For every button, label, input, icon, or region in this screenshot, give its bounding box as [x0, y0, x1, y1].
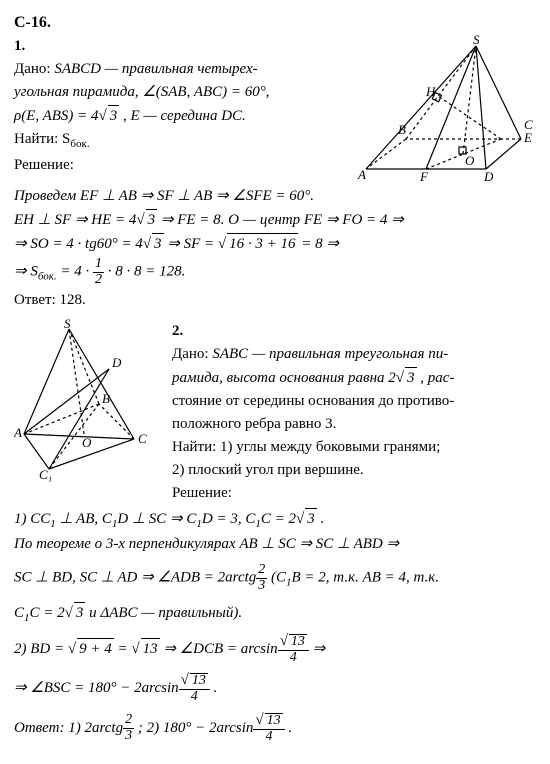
problem2-number: 2. [172, 323, 183, 339]
p1-sol-l1: Проведем EF ⊥ AB ⇒ SF ⊥ AB ⇒ ∠SFE = 60°. [14, 186, 536, 207]
p1-given-line3: ρ(E, ABS) = 4√3 , E — середина DC. [14, 105, 338, 127]
p2-find2: 2) плоский угол при вершине. [172, 460, 536, 481]
p1-sol-l4: ⇒ Sбок. = 4 · 12 · 8 · 8 = 128. [14, 257, 536, 287]
svg-text:A: A [14, 425, 22, 440]
section-header: С-16. [14, 12, 536, 34]
svg-text:A: A [357, 167, 366, 182]
p1-find: Найти: Sбок. [14, 129, 338, 152]
p2-find1: Найти: 1) углы между боковыми гранями; [172, 437, 536, 458]
svg-text:F: F [419, 169, 429, 184]
p2-given-l3: стояние от середины основания до противо… [172, 391, 536, 412]
p2-sol-l4: C1C = 2√3 и ΔABC — правильный). [14, 602, 536, 626]
svg-text:B: B [398, 122, 406, 137]
p2-given-l1: Дано: SABC — правильная треугольная пи- [172, 344, 536, 365]
svg-text:S: S [64, 319, 71, 331]
p1-given-line1: Дано: SABCD — правильная четырех- [14, 59, 338, 80]
figure1-pyramid: S A D E C B F H O [346, 34, 536, 184]
svg-text:B: B [102, 391, 110, 406]
problem1-number: 1. [14, 38, 25, 54]
p2-sol-l2: По теореме о 3-х перпендикулярах AB ⊥ SC… [14, 534, 536, 555]
p2-given-l2: рамида, высота основания равна 2√3 , рас… [172, 367, 536, 389]
p1-sol-l3: ⇒ SO = 4 · tg60° = 4√3 ⇒ SF = √16 · 3 + … [14, 233, 536, 255]
p2-answer: Ответ: 1) 2arctg23 ; 2) 180° − 2arcsin√1… [14, 713, 536, 744]
svg-text:O: O [82, 435, 92, 450]
p2-given-l4: положного ребра равно 3. [172, 414, 536, 435]
svg-text:D: D [111, 355, 122, 370]
svg-text:C: C [138, 431, 147, 446]
p2-sol-l6: ⇒ ∠BSC = 180° − 2arcsin√134 . [14, 673, 536, 704]
p2-solution-label: Решение: [172, 483, 536, 504]
p1-answer: Ответ: 128. [14, 290, 536, 311]
p2-sol-l5: 2) BD = √9 + 4 = √13 ⇒ ∠DCB = arcsin√134… [14, 634, 536, 665]
svg-text:E: E [523, 130, 532, 145]
svg-text:H: H [425, 84, 436, 99]
svg-text:D: D [483, 169, 494, 184]
p1-sol-l2: EH ⊥ SF ⇒ HE = 4√3 ⇒ FE = 8. O — центр F… [14, 209, 536, 231]
svg-text:S: S [473, 34, 480, 47]
p2-sol-l1: 1) CC1 ⊥ AB, C1D ⊥ SC ⇒ C1D = 3, C1C = 2… [14, 508, 536, 532]
svg-text:O: O [465, 153, 475, 168]
p1-given-line2: угольная пирамида, ∠(SAB, ABC) = 60°, [14, 82, 338, 103]
svg-text:C: C [524, 117, 533, 132]
p2-sol-l3: SC ⊥ BD, SC ⊥ AD ⇒ ∠ADB = 2arctg23 (C1B … [14, 563, 536, 593]
svg-text:C₁: C₁ [39, 467, 52, 482]
figure2-pyramid: S A B C D O C₁ [14, 319, 164, 506]
p1-solution-label: Решение: [14, 155, 338, 176]
